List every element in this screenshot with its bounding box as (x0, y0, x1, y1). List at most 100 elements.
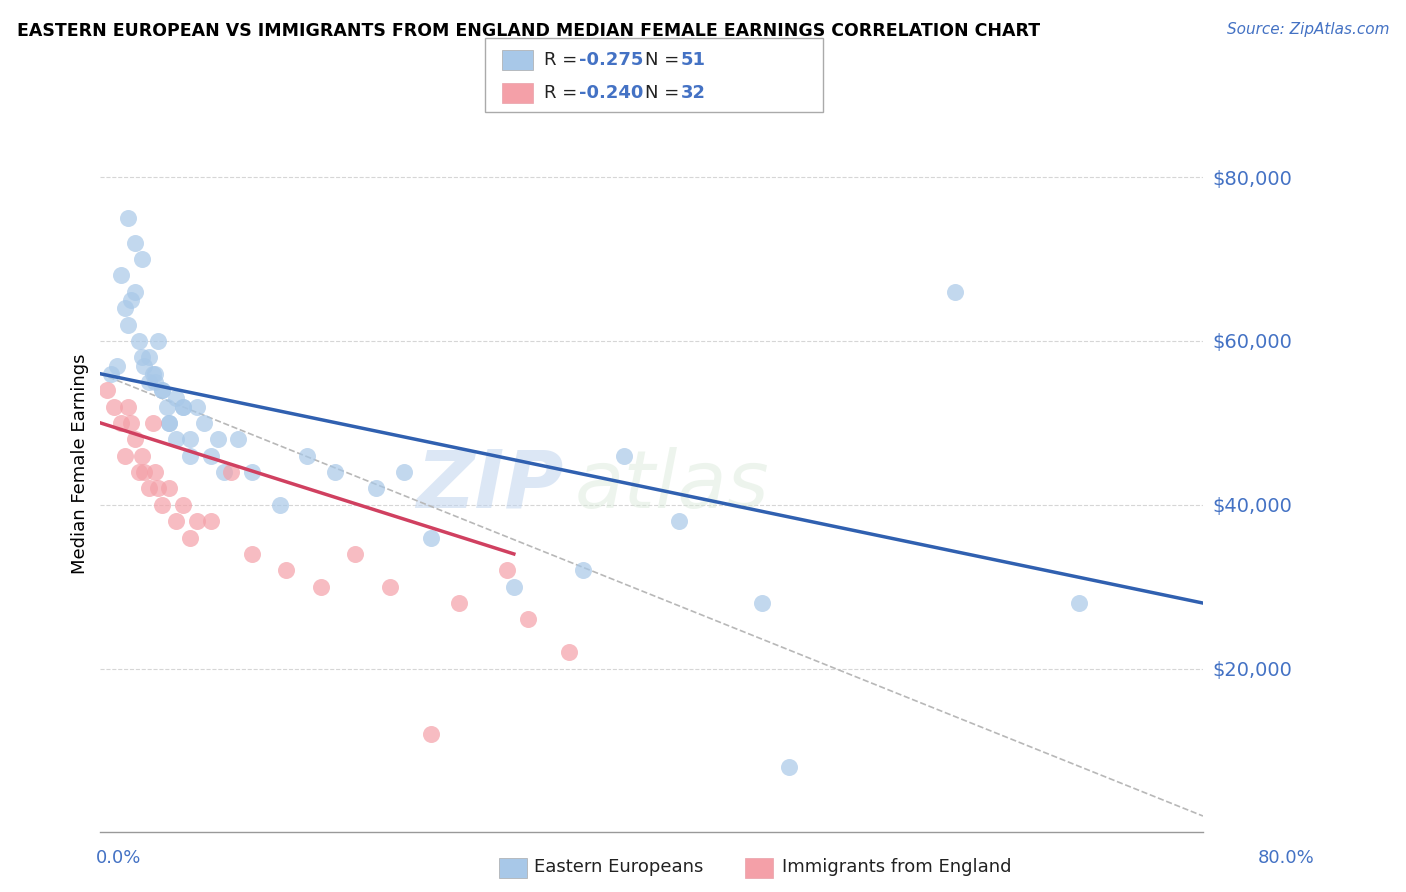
Point (378, 580, 401, 594)
Text: 32: 32 (681, 84, 706, 102)
Text: atlas: atlas (575, 447, 769, 525)
Point (150, 383, 173, 397)
Point (142, 367, 165, 381)
Point (226, 432, 249, 446)
Point (100, 367, 122, 381)
Point (186, 400, 208, 414)
Point (276, 563, 298, 577)
Point (751, 596, 773, 610)
Point (1067, 596, 1090, 610)
Point (502, 580, 524, 594)
Point (323, 465, 346, 479)
Point (779, 760, 801, 774)
Point (613, 449, 636, 463)
Text: -0.275: -0.275 (579, 51, 644, 69)
Point (240, 547, 263, 561)
Point (96, 383, 118, 397)
Point (134, 359, 156, 373)
Point (148, 334, 170, 348)
Text: N =: N = (645, 84, 685, 102)
Text: ZIP: ZIP (416, 447, 564, 525)
Point (114, 301, 136, 316)
Point (128, 465, 150, 479)
Point (128, 334, 150, 348)
Point (179, 531, 201, 545)
Text: 51: 51 (681, 51, 706, 69)
Point (420, 531, 443, 545)
Point (165, 392, 187, 406)
Point (309, 580, 332, 594)
Point (110, 268, 132, 283)
Point (157, 416, 180, 430)
Point (124, 432, 146, 446)
Point (117, 318, 139, 332)
Point (124, 235, 146, 250)
Text: EASTERN EUROPEAN VS IMMIGRANTS FROM ENGLAND MEDIAN FEMALE EARNINGS CORRELATION C: EASTERN EUROPEAN VS IMMIGRANTS FROM ENGL… (17, 22, 1040, 40)
Point (165, 432, 187, 446)
Point (150, 498, 173, 512)
Point (131, 252, 153, 266)
Point (114, 449, 136, 463)
Point (207, 432, 229, 446)
Point (110, 416, 132, 430)
Point (221, 465, 243, 479)
Point (344, 547, 367, 561)
Point (155, 400, 177, 414)
Point (943, 285, 966, 299)
Point (105, 359, 128, 373)
Point (172, 498, 194, 512)
Point (120, 416, 142, 430)
Text: 0.0%: 0.0% (96, 849, 141, 867)
Point (172, 400, 194, 414)
Point (117, 400, 139, 414)
Point (134, 465, 156, 479)
Point (496, 563, 519, 577)
Point (145, 367, 167, 381)
Point (200, 449, 222, 463)
Point (179, 432, 201, 446)
Point (138, 351, 160, 365)
Point (145, 375, 167, 389)
Point (138, 375, 160, 389)
Text: R =: R = (544, 51, 583, 69)
Point (364, 482, 387, 496)
Point (447, 596, 470, 610)
Point (558, 645, 581, 659)
Point (392, 465, 415, 479)
Y-axis label: Median Female Earnings: Median Female Earnings (72, 353, 89, 574)
Point (117, 211, 139, 226)
Text: N =: N = (645, 51, 685, 69)
Point (240, 465, 263, 479)
Point (571, 563, 593, 577)
Point (420, 727, 443, 741)
Point (200, 514, 222, 528)
Point (120, 293, 142, 307)
Point (142, 416, 165, 430)
Point (131, 449, 153, 463)
Text: R =: R = (544, 84, 583, 102)
Point (179, 449, 201, 463)
Point (145, 465, 167, 479)
Point (148, 482, 170, 496)
Point (186, 514, 208, 528)
Point (131, 351, 153, 365)
Text: Eastern Europeans: Eastern Europeans (534, 858, 703, 876)
Point (214, 465, 236, 479)
Point (193, 416, 215, 430)
Point (165, 514, 187, 528)
Text: 80.0%: 80.0% (1258, 849, 1315, 867)
Text: Source: ZipAtlas.com: Source: ZipAtlas.com (1226, 22, 1389, 37)
Point (668, 514, 690, 528)
Point (138, 482, 160, 496)
Point (295, 449, 318, 463)
Point (103, 400, 125, 414)
Point (157, 416, 180, 430)
Text: -0.240: -0.240 (579, 84, 644, 102)
Point (269, 498, 291, 512)
Point (172, 400, 194, 414)
Point (150, 383, 173, 397)
Point (157, 482, 180, 496)
Point (516, 612, 538, 626)
Text: Immigrants from England: Immigrants from England (782, 858, 1011, 876)
Point (124, 285, 146, 299)
